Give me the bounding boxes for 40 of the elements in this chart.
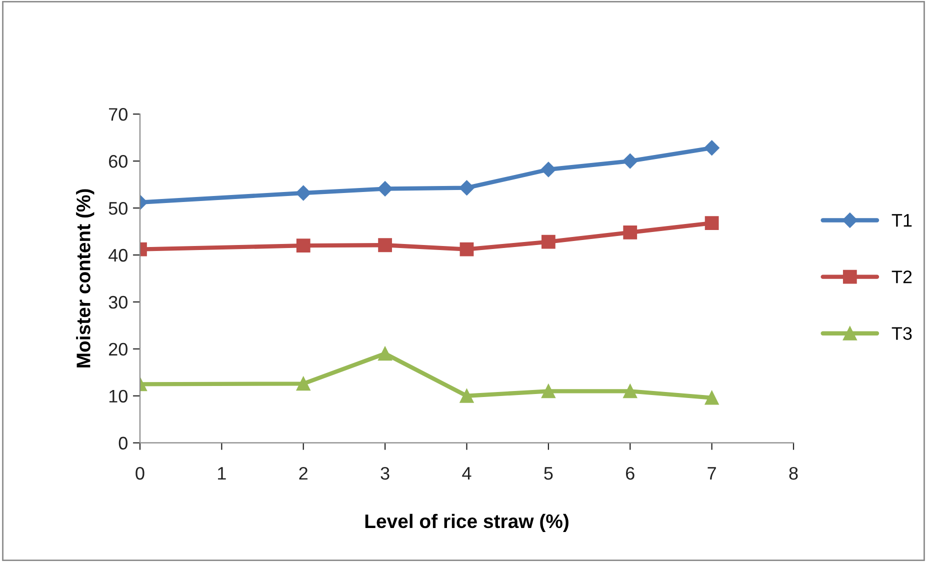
y-tick-label: 60 xyxy=(109,154,128,168)
y-tick-label: 40 xyxy=(108,248,128,262)
legend-label: T3 xyxy=(892,327,912,340)
point xyxy=(377,181,393,196)
y-tick-label: 0 xyxy=(118,436,128,450)
x-tick-label: 3 xyxy=(380,466,390,480)
x-axis-title: Level of rice straw (%) xyxy=(365,514,568,532)
y-axis-title: Moister content (%) xyxy=(76,189,94,368)
x-tick-label: 4 xyxy=(462,467,472,480)
point xyxy=(704,216,719,230)
point xyxy=(296,238,310,253)
point xyxy=(296,376,310,391)
point xyxy=(296,185,311,201)
y-tick-label: 70 xyxy=(109,108,128,121)
y-tick-label: 10 xyxy=(109,390,128,403)
point xyxy=(704,390,719,405)
point xyxy=(540,162,556,178)
point xyxy=(541,234,556,249)
y-tick-label: 20 xyxy=(109,342,128,356)
point xyxy=(623,226,638,240)
legend-label: T2 xyxy=(892,270,912,284)
point xyxy=(378,238,392,252)
point xyxy=(459,180,474,196)
x-tick-label: 2 xyxy=(299,466,308,480)
y-tick-label: 50 xyxy=(108,202,128,215)
point xyxy=(378,346,392,361)
point xyxy=(704,140,720,156)
x-tick-label: 0 xyxy=(136,466,144,480)
y-tick-label: 30 xyxy=(108,296,128,309)
point xyxy=(623,384,638,398)
x-tick-label: 8 xyxy=(789,466,798,480)
x-tick-label: 1 xyxy=(218,467,226,480)
x-tick-label: 6 xyxy=(626,466,634,480)
point xyxy=(460,242,474,256)
point xyxy=(460,388,474,403)
point xyxy=(541,384,556,398)
x-tick-label: 5 xyxy=(544,467,553,480)
legend-label: T1 xyxy=(892,214,912,227)
x-tick-label: 7 xyxy=(708,467,716,480)
point xyxy=(622,153,638,169)
